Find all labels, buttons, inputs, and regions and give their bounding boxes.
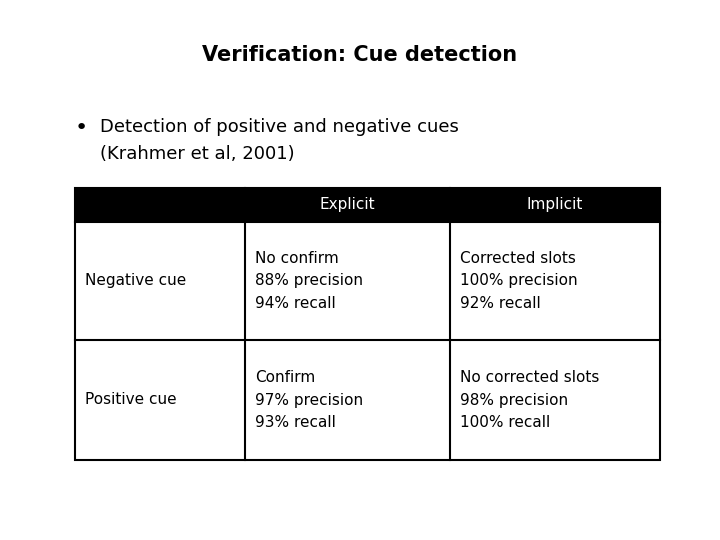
Text: No corrected slots
98% precision
100% recall: No corrected slots 98% precision 100% re… [460,370,599,430]
Bar [75,222,245,340]
Bar [245,188,450,222]
Bar [75,340,245,460]
Text: •: • [75,118,89,138]
Bar [450,222,660,340]
Bar [245,222,450,340]
Text: Confirm
97% precision
93% recall: Confirm 97% precision 93% recall [255,370,363,430]
Text: Corrected slots
100% precision
92% recall: Corrected slots 100% precision 92% recal… [460,251,577,310]
Text: No confirm
88% precision
94% recall: No confirm 88% precision 94% recall [255,251,363,310]
Text: Explicit: Explicit [320,198,375,213]
Text: Implicit: Implicit [527,198,583,213]
Bar [75,188,660,460]
Bar [75,188,245,222]
Text: (Krahmer et al, 2001): (Krahmer et al, 2001) [100,145,294,163]
Bar [245,340,450,460]
Text: Positive cue: Positive cue [85,393,176,408]
Bar [450,340,660,460]
Bar [450,188,660,222]
Text: Negative cue: Negative cue [85,273,186,288]
Text: Verification: Cue detection: Verification: Cue detection [202,45,518,65]
Text: Detection of positive and negative cues: Detection of positive and negative cues [100,118,459,136]
